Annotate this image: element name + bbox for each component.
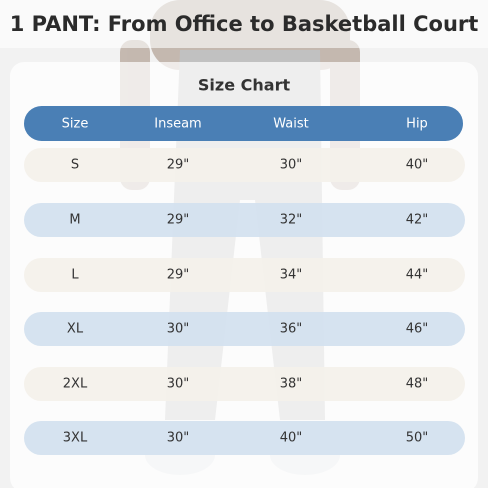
table-cell: 29" xyxy=(167,213,190,228)
table-cell: 29" xyxy=(167,268,190,283)
column-header: Hip xyxy=(406,117,428,132)
table-row xyxy=(24,203,465,237)
table: Size Inseam Waist Hip S 29" 30" 40" M 29" 32" 42" L 2… xyxy=(24,117,465,455)
table-cell: 32" xyxy=(280,213,303,228)
table-cell: 30" xyxy=(167,322,190,337)
table-cell: L xyxy=(71,268,79,283)
table-row xyxy=(24,367,465,401)
table-cell: 2XL xyxy=(63,377,88,392)
table-cell: 48" xyxy=(406,377,429,392)
header-row xyxy=(24,106,463,141)
table-cell: 44" xyxy=(406,268,429,283)
page-title: 1 PANT: From Office to Basketball Court xyxy=(10,12,479,36)
table-cell: 30" xyxy=(167,377,190,392)
title-backdrop xyxy=(0,0,488,48)
table-cell: 30" xyxy=(280,158,303,173)
table-title: Size Chart xyxy=(198,76,291,95)
table-cell: 46" xyxy=(406,322,429,337)
table-cell: 3XL xyxy=(63,431,88,446)
column-header: Waist xyxy=(273,117,308,132)
column-header: Inseam xyxy=(154,117,201,132)
table-cell: 36" xyxy=(280,322,303,337)
table-cell: 40" xyxy=(406,158,429,173)
table-cell: 42" xyxy=(406,213,429,228)
table-row xyxy=(24,148,465,182)
table-cell: 30" xyxy=(167,431,190,446)
table-cell: 40" xyxy=(280,431,303,446)
table-cell: 50" xyxy=(406,431,429,446)
table-cell: 34" xyxy=(280,268,303,283)
table-row xyxy=(24,421,465,455)
column-header: Size xyxy=(62,117,89,132)
table-cell: 29" xyxy=(167,158,190,173)
table-row xyxy=(24,258,465,292)
table-cell: XL xyxy=(67,322,84,337)
table-row xyxy=(24,312,465,346)
table-cell: S xyxy=(71,158,79,173)
table-cell: 38" xyxy=(280,377,303,392)
table-cell: M xyxy=(69,213,80,228)
